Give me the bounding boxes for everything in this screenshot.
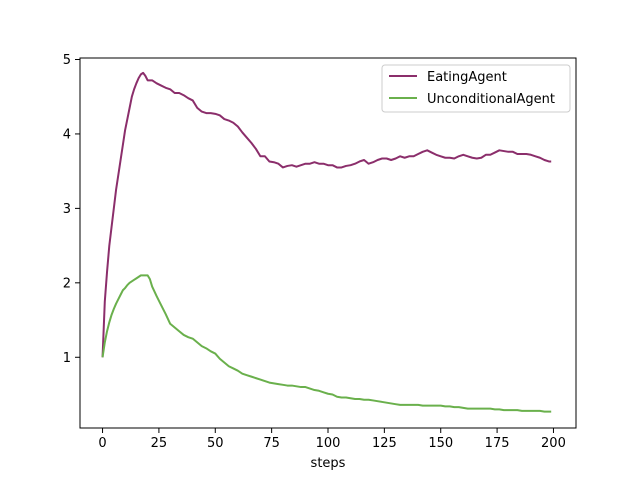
x-tick-label: 25 — [151, 436, 168, 451]
x-tick-label: 100 — [316, 436, 341, 451]
y-tick-label: 4 — [63, 127, 71, 142]
y-tick-label: 3 — [63, 202, 71, 217]
series-line-unconditionalagent — [101, 274, 552, 413]
x-tick-label: 0 — [98, 436, 106, 451]
x-axis-ticks: 0 25 50 75 100 125 150 175 200 — [98, 428, 566, 451]
legend-box — [381, 64, 571, 113]
y-axis-ticks: 1 2 3 4 5 — [63, 53, 80, 366]
x-tick-label: 50 — [207, 436, 224, 451]
x-axis-label: steps — [311, 456, 346, 471]
legend: EatingAgent UnconditionalAgent — [381, 64, 571, 113]
x-tick-label: 125 — [372, 436, 397, 451]
y-tick-label: 2 — [63, 276, 71, 291]
y-tick-label: 1 — [63, 351, 71, 366]
x-tick-label: 150 — [428, 436, 453, 451]
series-line-eatingagent — [101, 71, 552, 358]
legend-label-eating-agent: EatingAgent — [427, 70, 507, 85]
x-tick-label: 75 — [263, 436, 280, 451]
x-tick-label: 175 — [485, 436, 510, 451]
series-layer — [101, 71, 552, 413]
legend-label-unconditional-agent: UnconditionalAgent — [427, 92, 555, 107]
y-tick-label: 5 — [63, 53, 71, 68]
x-tick-label: 200 — [541, 436, 566, 451]
